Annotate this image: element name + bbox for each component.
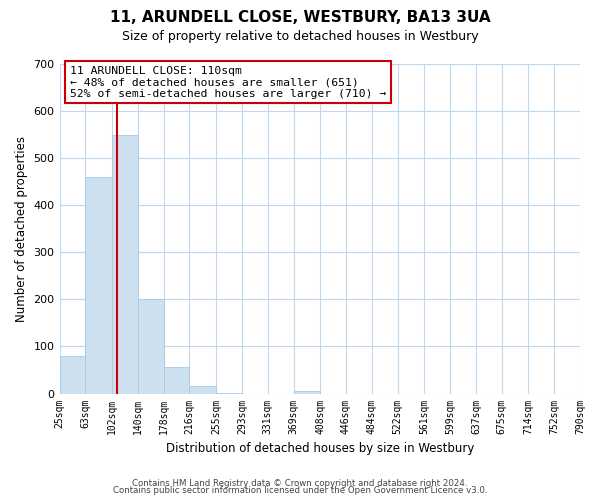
Text: 11, ARUNDELL CLOSE, WESTBURY, BA13 3UA: 11, ARUNDELL CLOSE, WESTBURY, BA13 3UA [110, 10, 490, 25]
Bar [190, 386, 216, 394]
Text: Contains public sector information licensed under the Open Government Licence v3: Contains public sector information licen… [113, 486, 487, 495]
Bar [112, 134, 138, 394]
Text: 11 ARUNDELL CLOSE: 110sqm
← 48% of detached houses are smaller (651)
52% of semi: 11 ARUNDELL CLOSE: 110sqm ← 48% of detac… [70, 66, 386, 99]
Text: Size of property relative to detached houses in Westbury: Size of property relative to detached ho… [122, 30, 478, 43]
Bar [216, 392, 242, 394]
Bar [164, 366, 190, 394]
Bar [59, 356, 85, 394]
X-axis label: Distribution of detached houses by size in Westbury: Distribution of detached houses by size … [166, 442, 474, 455]
Y-axis label: Number of detached properties: Number of detached properties [15, 136, 28, 322]
Bar [85, 177, 112, 394]
Text: Contains HM Land Registry data © Crown copyright and database right 2024.: Contains HM Land Registry data © Crown c… [132, 478, 468, 488]
Bar [138, 300, 164, 394]
Bar [293, 391, 320, 394]
